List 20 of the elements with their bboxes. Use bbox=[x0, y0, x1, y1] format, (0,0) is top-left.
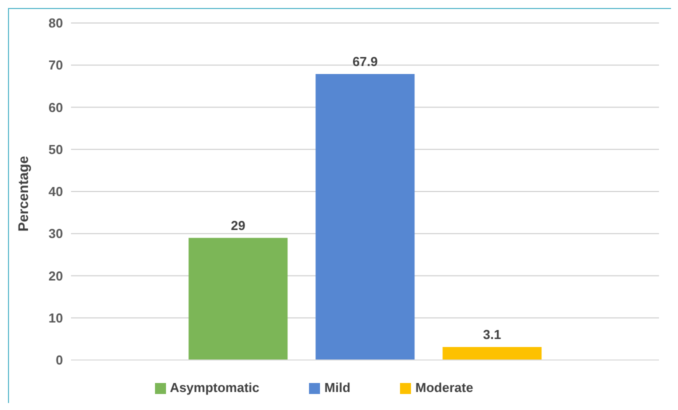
y-tick-label: 10 bbox=[48, 310, 63, 326]
y-tick-label: 0 bbox=[56, 352, 63, 368]
y-axis-title: Percentage bbox=[14, 156, 31, 232]
data-label: 29 bbox=[230, 218, 246, 233]
y-tick-label: 50 bbox=[48, 142, 63, 157]
y-tick-label: 70 bbox=[48, 58, 63, 73]
legend-label: Moderate bbox=[415, 380, 474, 395]
bar bbox=[442, 346, 542, 360]
legend-label: Mild bbox=[324, 380, 350, 395]
chart-frame: Asymptomatic Mild Moderate 0 10 20 30 40 50 60 70 80 Percentage 29 67.9 3.1 bbox=[8, 8, 671, 403]
legend-label: Asymptomatic bbox=[170, 380, 260, 395]
y-tick-label: 30 bbox=[48, 226, 63, 242]
bar bbox=[316, 74, 415, 360]
data-label: 3.1 bbox=[483, 326, 502, 342]
data-label: 67.9 bbox=[352, 54, 378, 69]
y-tick-label: 40 bbox=[48, 184, 63, 200]
y-tick-label: 20 bbox=[48, 268, 63, 284]
bar bbox=[188, 238, 288, 360]
y-tick-label: 60 bbox=[48, 100, 63, 115]
y-tick-label: 80 bbox=[48, 16, 63, 31]
